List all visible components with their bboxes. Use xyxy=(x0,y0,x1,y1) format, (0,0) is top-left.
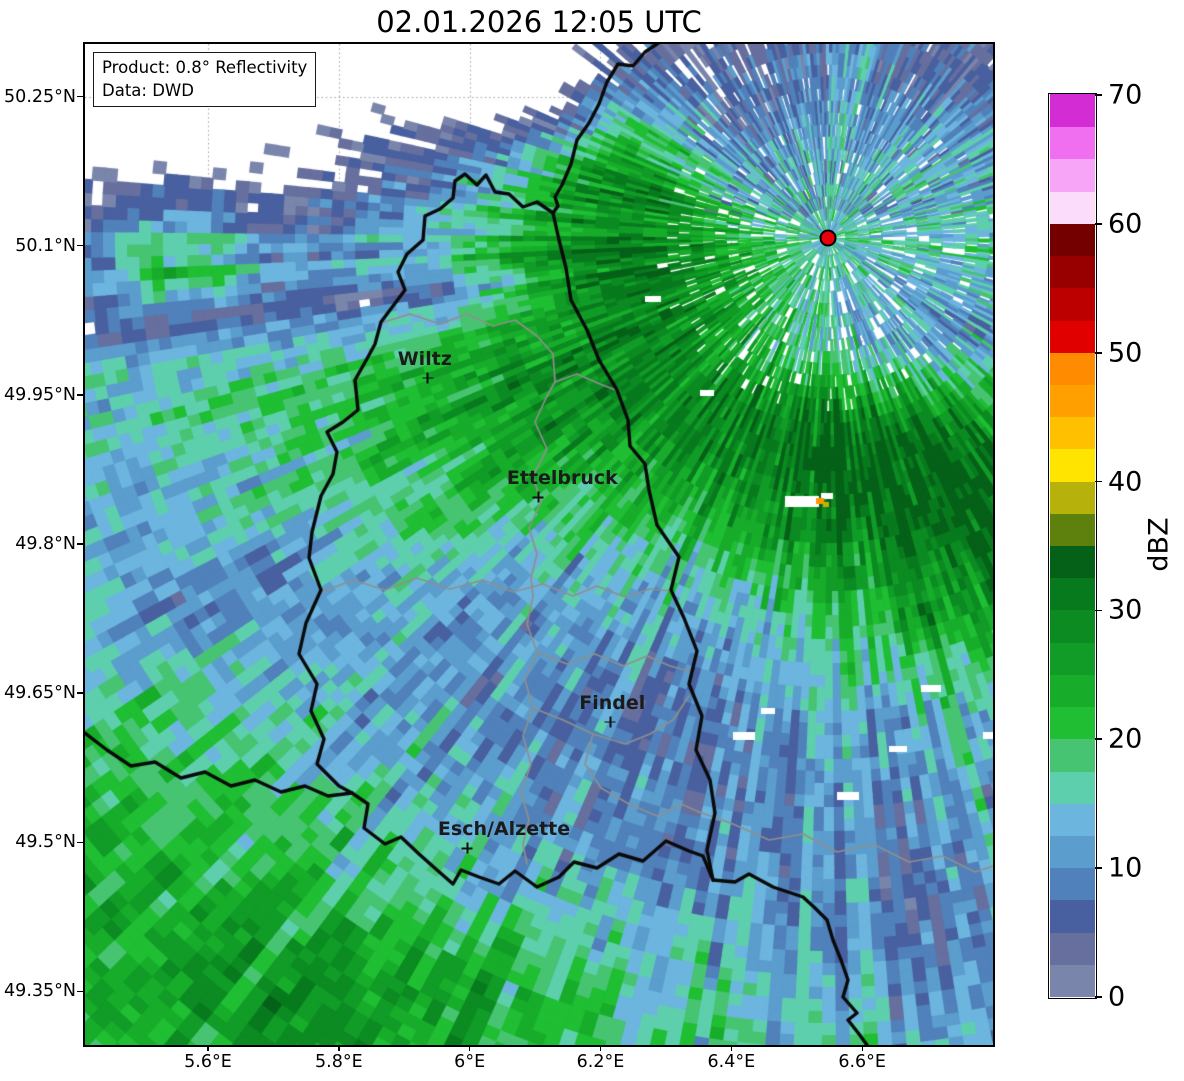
colorbar-tickmark xyxy=(1095,738,1102,741)
colorbar-segment xyxy=(1050,835,1095,869)
colorbar-tick-label: 0 xyxy=(1108,981,1126,1013)
colorbar-segment xyxy=(1050,867,1095,901)
x-axis-tick-label: 6.2°E xyxy=(576,1052,625,1072)
y-axis-tick-label: 50.25°N xyxy=(4,86,76,107)
colorbar-segment xyxy=(1050,706,1095,740)
colorbar-segment xyxy=(1050,738,1095,772)
x-axis-tickmark xyxy=(469,1045,471,1051)
colorbar-segment xyxy=(1050,803,1095,836)
city-marker-icon xyxy=(604,716,616,728)
x-axis-tickmark xyxy=(207,1045,209,1051)
y-axis-tickmark xyxy=(77,543,83,545)
colorbar-segment xyxy=(1050,158,1095,192)
colorbar-tick-label: 60 xyxy=(1108,208,1143,240)
x-axis-tickmark xyxy=(338,1045,340,1051)
x-axis-tick-label: 5.8°E xyxy=(314,1052,363,1072)
colorbar-tickmark xyxy=(1095,480,1102,483)
colorbar-segment xyxy=(1050,352,1095,385)
colorbar-tickmark xyxy=(1095,94,1102,96)
colorbar-segment xyxy=(1050,319,1095,353)
colorbar-segment xyxy=(1050,94,1095,128)
colorbar-segment xyxy=(1050,287,1095,321)
info-box: Product: 0.8° Reflectivity Data: DWD xyxy=(93,52,317,108)
colorbar-tick-label: 40 xyxy=(1108,466,1143,498)
map-title: 02.01.2026 12:05 UTC xyxy=(376,5,702,39)
y-axis-tickmark xyxy=(77,990,83,992)
colorbar-segment xyxy=(1050,191,1095,224)
colorbar-segment xyxy=(1050,384,1095,418)
y-axis-tick-label: 49.35°N xyxy=(4,981,76,1002)
colorbar-segment xyxy=(1050,770,1095,804)
colorbar-tickmark xyxy=(1095,867,1102,870)
colorbar-tickmark xyxy=(1095,996,1102,998)
x-axis-tick-label: 6°E xyxy=(454,1052,486,1072)
radar-field-canvas xyxy=(85,44,993,1045)
colorbar-tickmark xyxy=(1095,222,1102,225)
colorbar-segment xyxy=(1050,416,1095,450)
radar-site-dot xyxy=(819,229,837,247)
colorbar-segment xyxy=(1050,899,1095,933)
colorbar-tick-label: 30 xyxy=(1108,594,1143,626)
colorbar-axis-label: dBZ xyxy=(1143,517,1175,572)
colorbar-segment xyxy=(1050,480,1095,514)
colorbar: 0 10 20 30 40 50 60 70 xyxy=(1048,80,1142,1013)
city-marker-icon xyxy=(461,842,473,854)
colorbar-tick-label: 70 xyxy=(1108,79,1143,111)
x-axis-tick-label: 5.6°E xyxy=(184,1052,232,1072)
colorbar-tick-label: 50 xyxy=(1108,337,1143,369)
y-axis-tickmark xyxy=(77,692,83,694)
colorbar-segment xyxy=(1050,964,1095,997)
colorbar-tick-label: 20 xyxy=(1108,723,1143,755)
radar-map: Product: 0.8° Reflectivity Data: DWD Wil… xyxy=(83,42,995,1047)
x-axis-tickmark xyxy=(730,1045,733,1051)
x-axis-tickmark xyxy=(599,1045,602,1051)
y-axis-tick-label: 50.1°N xyxy=(15,235,76,256)
y-axis-tick-label: 49.8°N xyxy=(15,534,76,554)
x-axis-tick-label: 6.6°E xyxy=(838,1052,886,1072)
colorbar-segment xyxy=(1050,126,1095,160)
colorbar-tickmark xyxy=(1095,351,1102,354)
colorbar-segment xyxy=(1050,223,1095,257)
y-axis-tickmark xyxy=(77,95,83,98)
colorbar-segment xyxy=(1050,513,1095,546)
colorbar-tickmark xyxy=(1095,609,1102,612)
colorbar-segment xyxy=(1050,577,1095,611)
x-axis-tick-label: 6.4°E xyxy=(707,1052,756,1072)
city-label: Esch/Alzette xyxy=(437,818,571,841)
city-label: Ettelbruck xyxy=(506,467,618,490)
y-axis-tick-label: 49.5°N xyxy=(15,832,76,853)
y-axis-tick-label: 49.65°N xyxy=(4,683,76,704)
colorbar-segment xyxy=(1050,448,1095,482)
colorbar-segment xyxy=(1050,642,1095,675)
colorbar-segment xyxy=(1050,545,1095,579)
colorbar-segment xyxy=(1050,674,1095,708)
city-marker-icon xyxy=(532,491,544,503)
colorbar-segment xyxy=(1050,609,1095,643)
x-axis-tickmark xyxy=(861,1045,863,1051)
y-axis-tickmark xyxy=(77,841,83,843)
colorbar-segment xyxy=(1050,931,1095,965)
info-product-line: Product: 0.8° Reflectivity xyxy=(102,58,308,77)
city-marker-icon xyxy=(422,372,434,384)
y-axis-tickmark xyxy=(77,394,83,396)
y-axis-tick-label: 49.95°N xyxy=(4,384,76,405)
city-label: Findel xyxy=(579,691,646,714)
city-label: Wiltz xyxy=(397,347,452,370)
info-data-source-line: Data: DWD xyxy=(102,81,194,101)
y-axis-tickmark xyxy=(77,245,83,247)
colorbar-segment xyxy=(1050,255,1095,289)
colorbar-tick-label: 10 xyxy=(1108,852,1143,884)
